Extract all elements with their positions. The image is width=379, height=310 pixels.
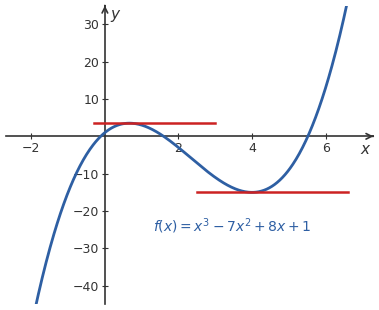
Text: x: x [361,142,370,157]
Text: y: y [110,7,119,22]
Text: $f(x) = x^3 - 7x^2 + 8x + 1$: $f(x) = x^3 - 7x^2 + 8x + 1$ [153,216,311,236]
